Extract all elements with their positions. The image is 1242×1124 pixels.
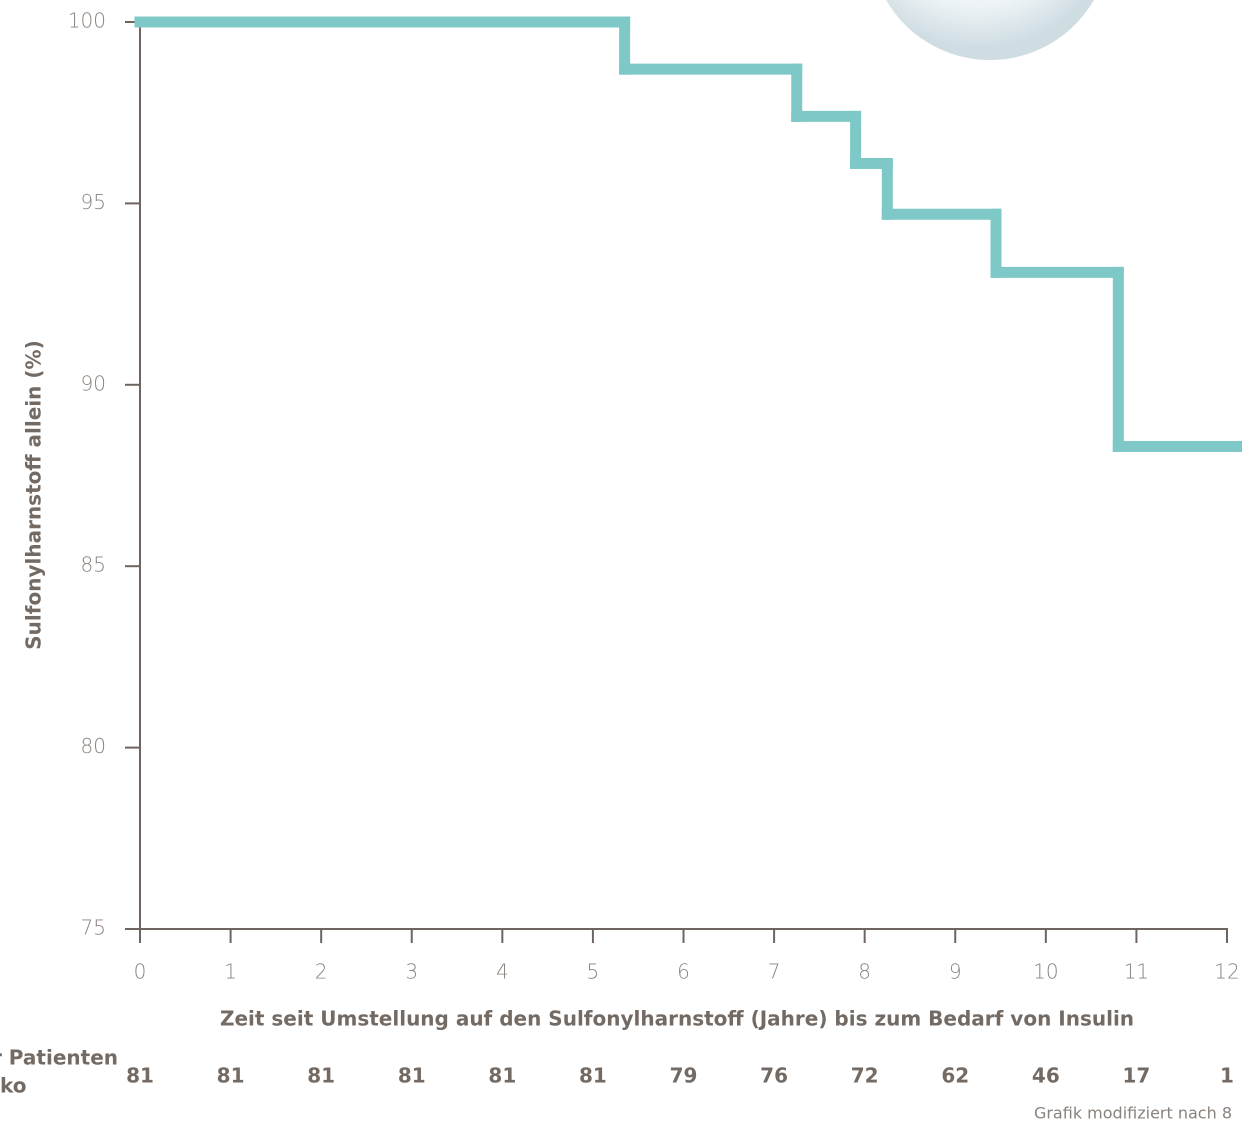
y-tick-label: 75 [81, 916, 106, 940]
x-tick-label: 12 [1214, 960, 1239, 984]
risk-count: 1 [1220, 1064, 1234, 1088]
risk-count: 17 [1122, 1064, 1150, 1088]
x-tick-label: 11 [1124, 960, 1149, 984]
y-tick-label: 80 [81, 734, 106, 758]
risk-label: ko [0, 1074, 27, 1098]
x-tick-label: 4 [496, 960, 509, 984]
decor-bubble [870, 0, 1110, 60]
chart: Sulfonylharnstoff allein (%) Zeit seit U… [0, 0, 1242, 1124]
x-tick-label: 6 [677, 960, 690, 984]
risk-count: 81 [579, 1064, 607, 1088]
x-tick-label: 5 [587, 960, 600, 984]
x-tick-label: 9 [949, 960, 962, 984]
y-tick-label: 95 [81, 190, 106, 214]
risk-count: 76 [760, 1064, 788, 1088]
x-tick-label: 0 [134, 960, 147, 984]
x-tick-label: 8 [858, 960, 871, 984]
risk-count: 81 [126, 1064, 154, 1088]
footnote: Grafik modifiziert nach 8 [1034, 1104, 1232, 1123]
y-axis-title: Sulfonylharnstoff allein (%) [22, 340, 46, 649]
x-tick-label: 10 [1033, 960, 1058, 984]
risk-count: 46 [1032, 1064, 1060, 1088]
risk-label: r Patienten [0, 1046, 118, 1070]
y-tick-label: 90 [81, 371, 106, 395]
x-axis-title: Zeit seit Umstellung auf den Sulfonylhar… [220, 1007, 1134, 1031]
risk-count: 81 [307, 1064, 335, 1088]
x-tick-label: 1 [224, 960, 237, 984]
risk-count: 81 [398, 1064, 426, 1088]
x-tick-label: 2 [315, 960, 328, 984]
risk-count: 79 [670, 1064, 698, 1088]
x-tick-label: 7 [768, 960, 781, 984]
x-tick-label: 3 [405, 960, 418, 984]
risk-count: 81 [217, 1064, 245, 1088]
risk-count: 62 [941, 1064, 969, 1088]
risk-count: 81 [488, 1064, 516, 1088]
y-tick-label: 100 [68, 9, 106, 33]
y-tick-label: 85 [81, 553, 106, 577]
risk-count: 72 [851, 1064, 879, 1088]
